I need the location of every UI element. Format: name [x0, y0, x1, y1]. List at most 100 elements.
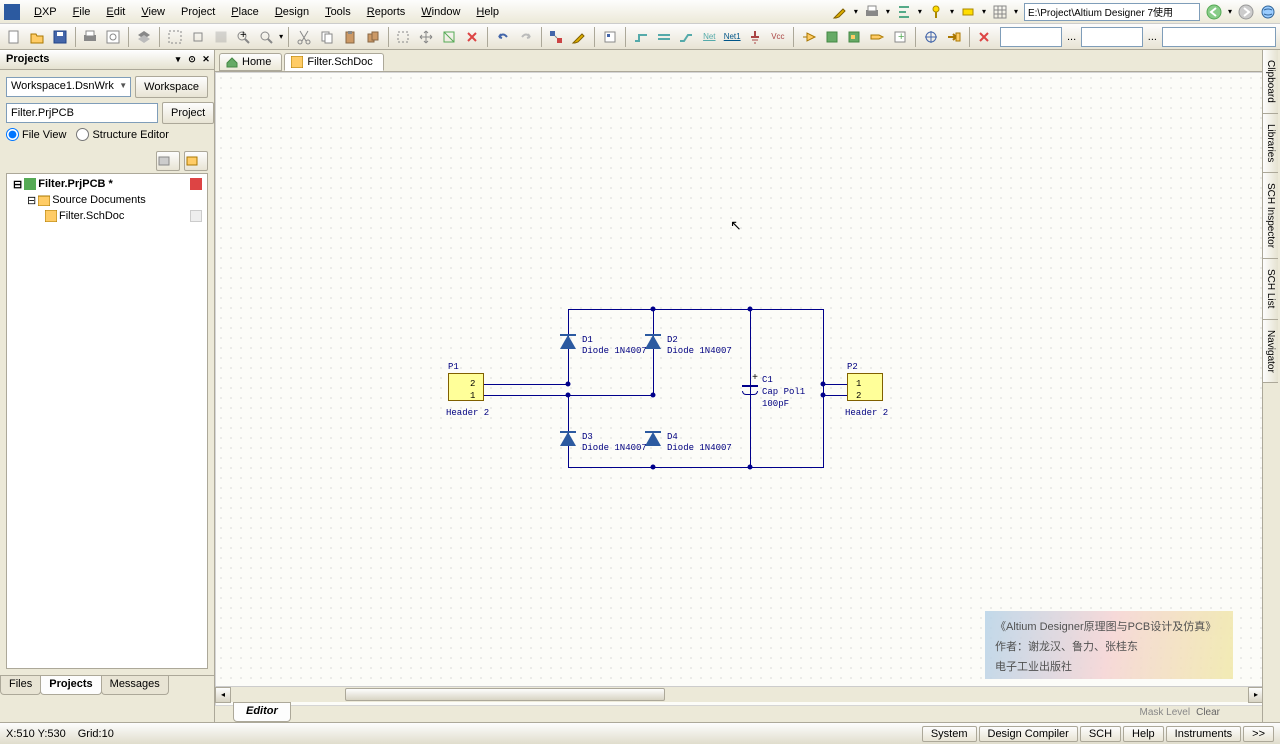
dropdown-arrow-icon[interactable]: ▾ [1228, 7, 1232, 16]
select-button[interactable] [393, 26, 413, 48]
layers-button[interactable] [134, 26, 154, 48]
delete-button[interactable] [975, 26, 995, 48]
pen-icon[interactable] [832, 4, 848, 20]
status-help-button[interactable]: Help [1123, 726, 1164, 742]
tree-project-root[interactable]: ⊟ Filter.PrjPCB * [9, 176, 205, 192]
tab-home[interactable]: Home [219, 53, 282, 71]
component-d1[interactable] [560, 335, 576, 349]
project-tree[interactable]: ⊟ Filter.PrjPCB * ⊟ Source Documents Fil… [6, 173, 208, 669]
annotate-button[interactable] [569, 26, 589, 48]
zoom-selected-button[interactable] [211, 26, 231, 48]
status-design-compiler-button[interactable]: Design Compiler [979, 726, 1078, 742]
workspace-button[interactable]: Workspace [135, 76, 208, 98]
tab-messages[interactable]: Messages [101, 676, 169, 695]
status-instruments-button[interactable]: Instruments [1166, 726, 1241, 742]
component-c1[interactable] [742, 385, 758, 387]
zoom-area-button[interactable] [188, 26, 208, 48]
menu-edit[interactable]: Edit [98, 4, 133, 20]
scroll-left-button[interactable]: ◂ [215, 687, 231, 703]
tree-collapse-icon[interactable]: ⊟ [27, 194, 36, 207]
side-tab-navigator[interactable]: Navigator [1263, 320, 1278, 384]
copy-button[interactable] [317, 26, 337, 48]
filter-combo-2[interactable] [1081, 27, 1143, 47]
status-more-button[interactable]: >> [1243, 726, 1274, 742]
component-p2[interactable] [847, 373, 883, 401]
menu-help[interactable]: Help [468, 4, 507, 20]
add-sheet-button[interactable]: + [890, 26, 910, 48]
status-sch-button[interactable]: SCH [1080, 726, 1121, 742]
menu-tools[interactable]: Tools [317, 4, 359, 20]
menu-dxp[interactable]: DXP [26, 4, 65, 20]
move-button[interactable] [416, 26, 436, 48]
panel-pin-icon[interactable]: ⊙ [186, 53, 198, 65]
filter-combo-3[interactable] [1162, 27, 1276, 47]
power-vcc-button[interactable]: Vcc [768, 26, 788, 48]
project-button[interactable]: Project [162, 102, 214, 124]
sheet-entry-button[interactable] [844, 26, 864, 48]
nav-fwd-icon[interactable] [1238, 4, 1254, 20]
component-d2[interactable] [645, 335, 661, 349]
port-button[interactable] [867, 26, 887, 48]
home-globe-icon[interactable] [1260, 4, 1276, 20]
cut-button[interactable] [294, 26, 314, 48]
project-tool-1[interactable] [156, 151, 180, 171]
filter-combo-1[interactable] [1000, 27, 1062, 47]
ellipsis-button-1[interactable]: ... [1065, 31, 1078, 43]
menu-project[interactable]: Project [173, 4, 223, 20]
menu-view[interactable]: View [133, 4, 173, 20]
paste-button[interactable] [340, 26, 360, 48]
status-system-button[interactable]: System [922, 726, 977, 742]
dropdown-arrow-icon[interactable]: ▾ [982, 7, 986, 16]
schematic-canvas[interactable]: ↖ [215, 72, 1280, 722]
menu-window[interactable]: Window [413, 4, 468, 20]
print-button[interactable] [80, 26, 100, 48]
ellipsis-button-2[interactable]: ... [1146, 31, 1159, 43]
place-part-button[interactable] [799, 26, 819, 48]
undo-button[interactable] [493, 26, 513, 48]
new-file-button[interactable] [4, 26, 24, 48]
horizontal-scrollbar[interactable]: ◂ ▸ [215, 686, 1264, 702]
open-button[interactable] [27, 26, 47, 48]
path-input[interactable] [1024, 3, 1200, 21]
dropdown-arrow-icon[interactable]: ▾ [886, 7, 890, 16]
menu-place[interactable]: Place [223, 4, 267, 20]
dropdown-arrow-icon[interactable]: ▾ [918, 7, 922, 16]
save-button[interactable] [50, 26, 70, 48]
tree-source-docs[interactable]: ⊟ Source Documents [9, 192, 205, 208]
side-tab-libraries[interactable]: Libraries [1263, 114, 1278, 173]
preview-button[interactable] [103, 26, 123, 48]
project-tool-2[interactable] [184, 151, 208, 171]
pin-icon[interactable] [928, 4, 944, 20]
browse-button[interactable] [600, 26, 620, 48]
file-view-radio[interactable]: File View [6, 128, 66, 141]
hscroll-thumb[interactable] [345, 688, 665, 701]
structure-editor-radio[interactable]: Structure Editor [76, 128, 168, 141]
nav-back-icon[interactable] [1206, 4, 1222, 20]
component-d3[interactable] [560, 432, 576, 446]
component-d4[interactable] [645, 432, 661, 446]
wire-button[interactable] [631, 26, 651, 48]
component-icon[interactable] [960, 4, 976, 20]
project-file-input[interactable] [6, 103, 158, 123]
net-label-button[interactable]: Net [699, 26, 719, 48]
tree-schdoc[interactable]: Filter.SchDoc [9, 208, 205, 224]
dropdown-arrow-icon[interactable]: ▾ [1014, 7, 1018, 16]
export-button[interactable] [944, 26, 964, 48]
tab-files[interactable]: Files [0, 676, 41, 695]
side-tab-sch-inspector[interactable]: SCH Inspector [1263, 173, 1278, 259]
side-tab-sch-list[interactable]: SCH List [1263, 259, 1278, 319]
side-tab-clipboard[interactable]: Clipboard [1263, 50, 1278, 114]
hierarchy-up-button[interactable] [546, 26, 566, 48]
dropdown-arrow-icon[interactable]: ▾ [279, 32, 283, 41]
print-icon[interactable] [864, 4, 880, 20]
editor-tab[interactable]: Editor [233, 702, 291, 722]
panel-close-icon[interactable]: ✕ [200, 53, 212, 65]
menu-reports[interactable]: Reports [359, 4, 414, 20]
net-label2-button[interactable]: Net1 [722, 26, 742, 48]
deselect-button[interactable] [439, 26, 459, 48]
workspace-combo[interactable]: Workspace1.DsnWrk [6, 77, 131, 97]
menu-design[interactable]: Design [267, 4, 317, 20]
redo-button[interactable] [516, 26, 536, 48]
duplicate-button[interactable] [363, 26, 383, 48]
align-icon[interactable] [896, 4, 912, 20]
